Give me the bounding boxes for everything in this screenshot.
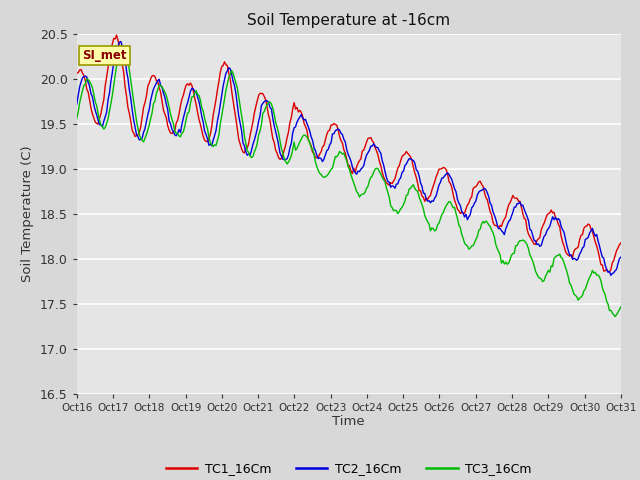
Legend: TC1_16Cm, TC2_16Cm, TC3_16Cm: TC1_16Cm, TC2_16Cm, TC3_16Cm bbox=[161, 457, 537, 480]
TC3_16Cm bbox=[543, 271, 551, 276]
TC1_16Cm bbox=[616, 242, 623, 248]
TC2_16Cm bbox=[354, 168, 362, 174]
TC2_16Cm bbox=[73, 101, 81, 107]
TC3_16Cm bbox=[462, 242, 470, 248]
TC3_16Cm bbox=[611, 313, 619, 319]
Text: SI_met: SI_met bbox=[82, 49, 127, 62]
TC3_16Cm bbox=[354, 191, 362, 196]
TC2_16Cm bbox=[617, 254, 625, 260]
TC3_16Cm bbox=[73, 116, 81, 121]
TC3_16Cm bbox=[108, 93, 116, 98]
Line: TC2_16Cm: TC2_16Cm bbox=[77, 42, 621, 276]
Title: Soil Temperature at -16cm: Soil Temperature at -16cm bbox=[247, 13, 451, 28]
X-axis label: Time: Time bbox=[333, 415, 365, 429]
Y-axis label: Soil Temperature (C): Soil Temperature (C) bbox=[21, 145, 35, 282]
TC1_16Cm bbox=[92, 119, 99, 125]
TC1_16Cm bbox=[605, 269, 613, 275]
TC1_16Cm bbox=[543, 212, 551, 218]
Line: TC1_16Cm: TC1_16Cm bbox=[77, 35, 621, 272]
TC1_16Cm bbox=[108, 41, 116, 47]
TC1_16Cm bbox=[462, 206, 470, 212]
TC1_16Cm bbox=[354, 160, 362, 166]
TC3_16Cm bbox=[617, 304, 625, 310]
TC2_16Cm bbox=[92, 108, 99, 113]
TC1_16Cm bbox=[73, 71, 81, 76]
TC2_16Cm bbox=[543, 228, 551, 234]
TC2_16Cm bbox=[616, 256, 623, 262]
TC3_16Cm bbox=[616, 307, 623, 312]
Line: TC3_16Cm: TC3_16Cm bbox=[77, 46, 621, 316]
TC2_16Cm bbox=[108, 70, 116, 76]
TC1_16Cm bbox=[617, 240, 625, 246]
TC2_16Cm bbox=[462, 211, 470, 217]
TC2_16Cm bbox=[117, 39, 125, 45]
TC2_16Cm bbox=[607, 273, 614, 278]
TC1_16Cm bbox=[113, 32, 120, 38]
TC3_16Cm bbox=[92, 99, 99, 105]
TC3_16Cm bbox=[118, 43, 126, 48]
